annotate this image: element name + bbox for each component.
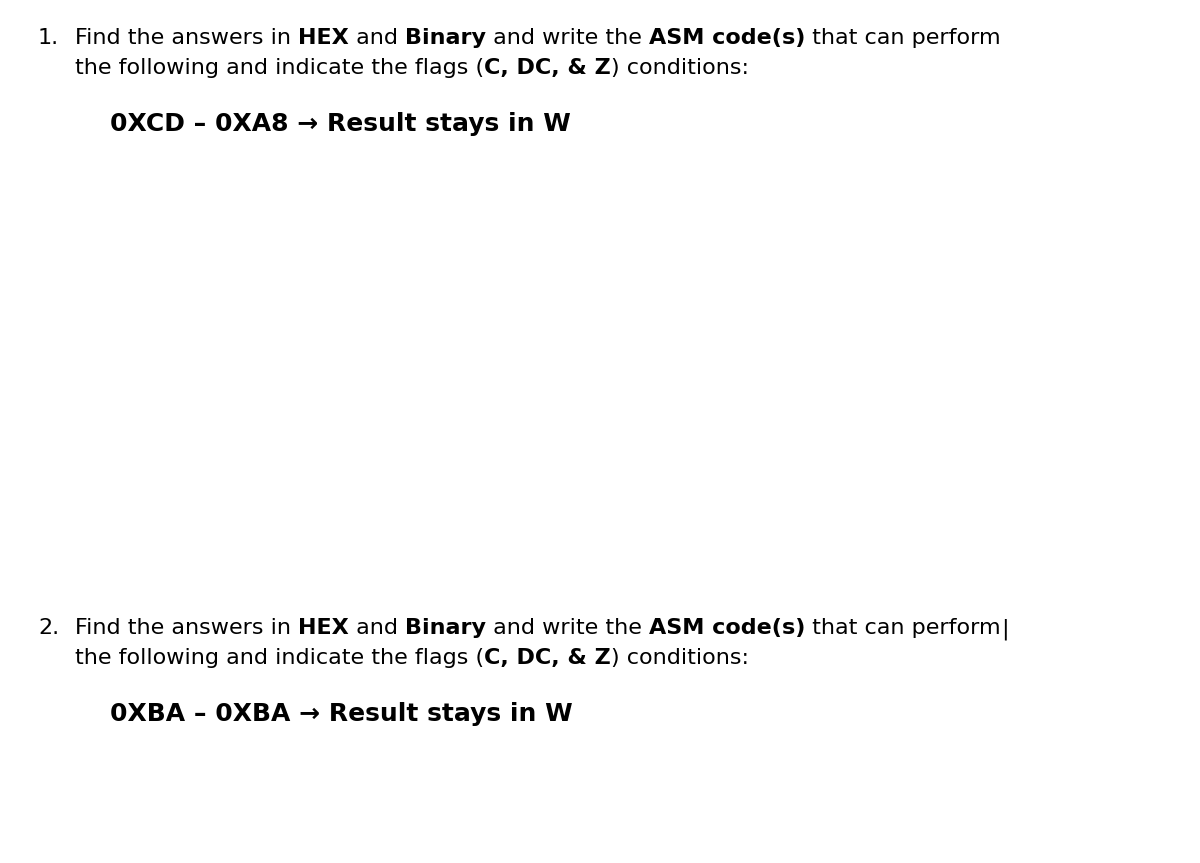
Text: Binary: Binary (406, 28, 486, 48)
Text: ) conditions:: ) conditions: (611, 58, 749, 78)
Text: 0XCD – 0XA8 → Result stays in W: 0XCD – 0XA8 → Result stays in W (110, 112, 571, 136)
Text: and write the: and write the (486, 618, 649, 638)
Text: the following and indicate the flags (: the following and indicate the flags ( (74, 58, 484, 78)
Text: C, DC, & Z: C, DC, & Z (484, 58, 611, 78)
Text: and write the: and write the (486, 28, 649, 48)
Text: the following and indicate the flags (: the following and indicate the flags ( (74, 648, 484, 668)
Text: HEX: HEX (298, 618, 349, 638)
Text: that can perform: that can perform (805, 28, 1001, 48)
Text: 1.: 1. (38, 28, 59, 48)
Text: ASM code(s): ASM code(s) (649, 618, 805, 638)
Text: ASM code(s): ASM code(s) (649, 28, 805, 48)
Text: 0XBA – 0XBA → Result stays in W: 0XBA – 0XBA → Result stays in W (110, 702, 572, 726)
Text: and: and (349, 28, 406, 48)
Text: |: | (1001, 618, 1009, 639)
Text: and: and (349, 618, 406, 638)
Text: that can perform: that can perform (805, 618, 1001, 638)
Text: ) conditions:: ) conditions: (611, 648, 749, 668)
Text: HEX: HEX (298, 28, 349, 48)
Text: Find the answers in: Find the answers in (74, 618, 298, 638)
Text: Binary: Binary (406, 618, 486, 638)
Text: Find the answers in: Find the answers in (74, 28, 298, 48)
Text: C, DC, & Z: C, DC, & Z (484, 648, 611, 668)
Text: 2.: 2. (38, 618, 59, 638)
